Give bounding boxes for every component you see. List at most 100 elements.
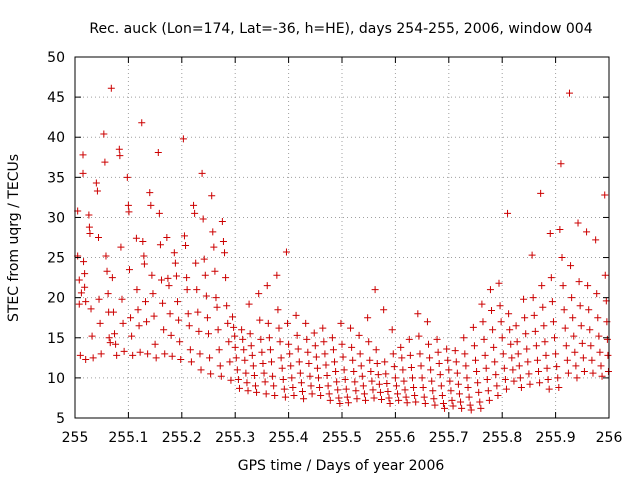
data-point (158, 276, 166, 284)
data-point (310, 329, 318, 337)
data-point (143, 318, 151, 326)
data-point (470, 342, 478, 350)
data-point (386, 400, 394, 408)
data-point (322, 361, 330, 369)
data-point (268, 358, 276, 366)
data-point (243, 379, 251, 387)
data-point (300, 395, 308, 403)
data-point (88, 332, 96, 340)
data-point (176, 338, 184, 346)
data-point (436, 371, 444, 379)
data-point (294, 345, 302, 353)
data-point (168, 352, 176, 360)
data-point (120, 347, 128, 355)
data-point (140, 260, 148, 268)
data-point (548, 298, 556, 306)
data-point (165, 282, 173, 290)
data-point (229, 313, 237, 321)
data-point (321, 350, 329, 358)
x-tick-label: 255.3 (215, 430, 255, 446)
data-point (166, 310, 174, 318)
data-point (270, 382, 278, 390)
data-point (469, 323, 477, 331)
data-point (117, 243, 125, 251)
data-point (187, 358, 195, 366)
data-point (115, 145, 123, 153)
data-point (103, 267, 111, 275)
data-point (257, 335, 265, 343)
data-point (563, 356, 571, 364)
data-point (248, 351, 256, 359)
data-point (501, 375, 509, 383)
data-point (565, 89, 573, 97)
data-point (407, 363, 415, 371)
data-point (430, 395, 438, 403)
data-point (435, 359, 443, 367)
data-point (185, 322, 193, 330)
data-point (522, 330, 530, 338)
y-tick-label: 30 (47, 210, 65, 226)
data-point (373, 359, 381, 367)
data-point (217, 372, 225, 380)
data-point (539, 303, 547, 311)
data-point (234, 375, 242, 383)
data-point (81, 270, 89, 278)
data-point (567, 262, 575, 270)
data-point (560, 306, 568, 314)
data-point (547, 274, 555, 282)
data-point (528, 251, 536, 259)
data-point (180, 232, 188, 240)
data-point (326, 396, 334, 404)
data-point (555, 384, 563, 392)
data-point (378, 396, 386, 404)
data-point (82, 355, 90, 363)
data-point (525, 370, 533, 378)
data-point (174, 298, 182, 306)
data-point (304, 348, 312, 356)
data-point (313, 364, 321, 372)
data-point (583, 228, 591, 236)
data-point (246, 330, 254, 338)
data-point (290, 392, 298, 400)
data-point (82, 298, 90, 306)
data-point (446, 377, 454, 385)
data-point (76, 351, 84, 359)
data-point (277, 354, 285, 362)
data-point (94, 234, 102, 241)
data-point (81, 283, 89, 291)
x-tick-label: 255.7 (429, 430, 469, 446)
data-point (390, 363, 398, 371)
data-point (601, 191, 609, 199)
data-point (171, 259, 179, 267)
data-point (159, 299, 167, 307)
data-point (281, 393, 289, 401)
data-point (303, 335, 311, 343)
data-point (284, 319, 292, 327)
data-point (467, 406, 475, 414)
data-point (348, 343, 356, 351)
data-point (89, 354, 97, 362)
data-point (524, 358, 532, 366)
data-point (298, 388, 306, 396)
data-point (258, 348, 266, 356)
data-point (156, 241, 164, 249)
data-point (155, 209, 163, 217)
data-point (426, 354, 434, 362)
y-tick-label: 5 (56, 411, 65, 427)
data-point (365, 338, 373, 346)
y-tick-labels: 5 10 15 20 25 30 35 40 45 50 (47, 50, 65, 427)
data-point (127, 314, 135, 322)
data-point (538, 282, 546, 290)
data-point (182, 242, 190, 250)
data-point (451, 347, 459, 355)
data-point (499, 350, 507, 358)
data-point (311, 342, 319, 350)
data-point (104, 290, 112, 298)
data-point (222, 274, 230, 282)
data-point (190, 201, 198, 209)
data-point (259, 359, 267, 367)
data-point (225, 338, 233, 346)
data-point (161, 350, 169, 358)
data-point (475, 388, 483, 396)
data-point (394, 390, 402, 398)
